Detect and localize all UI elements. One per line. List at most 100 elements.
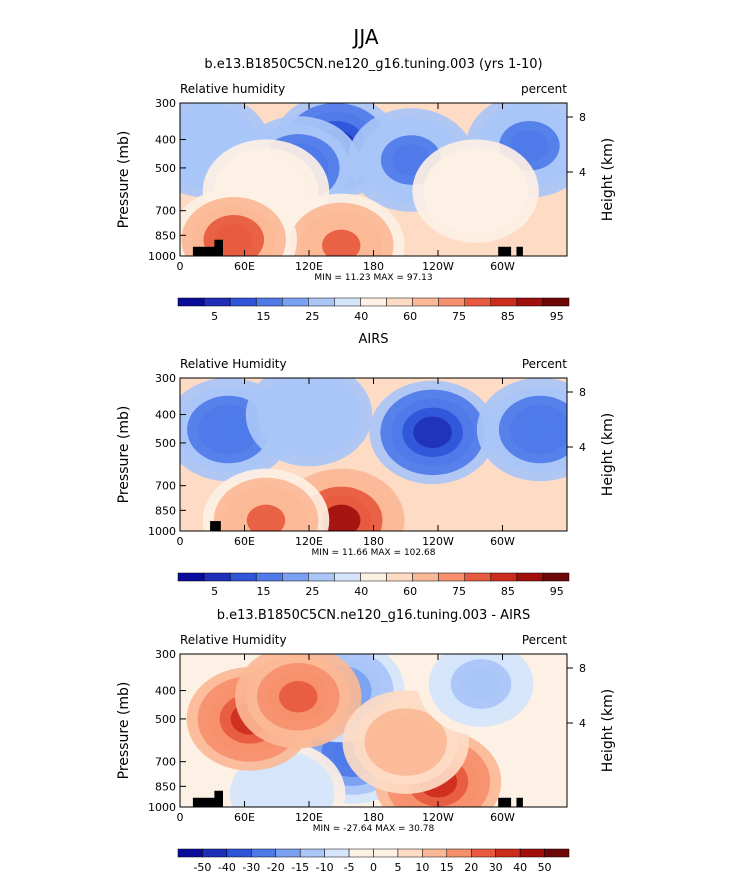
colorbar-label: 25 (305, 310, 319, 323)
contour-region (413, 416, 452, 449)
colorbar-box (203, 297, 231, 307)
contour-region (214, 224, 253, 256)
y-tick-label: 850 (155, 229, 176, 242)
contour-region (279, 681, 318, 713)
colorbar-label: -10 (316, 861, 334, 872)
colorbar-label: 75 (452, 310, 466, 323)
colorbar-box (275, 848, 301, 858)
colorbar-box (226, 848, 252, 858)
x-tick-label: 120E (295, 260, 323, 273)
colorbar-label: 85 (501, 310, 515, 323)
colorbar-label: 40 (354, 310, 368, 323)
colorbar-box (373, 848, 399, 858)
y-tick-label: 700 (155, 480, 176, 493)
colorbar-label: 25 (305, 585, 319, 598)
colorbar-box (412, 297, 439, 307)
colorbar-box (438, 297, 465, 307)
colorbar-box (324, 848, 350, 858)
colorbar-box (464, 572, 492, 582)
colorbar-box (446, 848, 472, 858)
x-tick-label: 60W (490, 535, 515, 548)
height-tick-label: 4 (579, 717, 586, 730)
colorbar-label: 15 (440, 861, 454, 872)
x-tick-label: 180 (363, 535, 384, 548)
colorbar-box (348, 848, 374, 858)
colorbar-box (360, 572, 387, 582)
colorbar-box (202, 848, 228, 858)
y-tick-label: 1000 (148, 525, 176, 538)
colorbar-box (334, 572, 361, 582)
colorbar-label: 5 (211, 585, 218, 598)
colorbar-label: -50 (193, 861, 211, 872)
min-max-label: MIN = 11.66 MAX = 102.68 (312, 548, 436, 558)
min-max-label: MIN = 11.23 MAX = 97.13 (314, 273, 432, 283)
x-tick-label: 120W (422, 535, 454, 548)
colorbar-box (177, 297, 205, 307)
y-tick-label: 400 (155, 134, 176, 147)
colorbar-label: 5 (211, 310, 218, 323)
x-tick-label: 180 (363, 811, 384, 824)
colorbar-label: 20 (464, 861, 478, 872)
contour-region (510, 130, 549, 162)
y-tick-label: 500 (155, 437, 176, 450)
y-tick-label: 850 (155, 504, 176, 517)
colorbar-label: 10 (415, 861, 429, 872)
height-tick-label: 8 (579, 111, 586, 124)
contour-region (520, 413, 560, 446)
colorbar-box (308, 297, 335, 307)
contour-region (322, 229, 361, 256)
y-tick-label: 300 (155, 372, 176, 385)
panel-title: b.e13.B1850C5CN.ne120_g16.tuning.003 (yr… (204, 57, 542, 72)
colorbar-label: 60 (403, 585, 417, 598)
colorbar-box (255, 572, 283, 582)
colorbar-label: 75 (452, 585, 466, 598)
colorbar-label: -20 (267, 861, 285, 872)
figure-title: JJA (351, 25, 378, 49)
colorbar-label: 85 (501, 585, 515, 598)
x-tick-label: 60E (234, 535, 255, 548)
x-tick-label: 60W (490, 260, 515, 273)
x-tick-label: 0 (177, 811, 184, 824)
colorbar-box (386, 572, 413, 582)
colorbar-box (516, 297, 544, 307)
height-tick-label: 8 (579, 386, 586, 399)
x-tick-label: 120W (422, 811, 454, 824)
colorbar-box (229, 297, 257, 307)
y-axis-title: Pressure (mb) (116, 131, 132, 229)
right-string: Percent (522, 357, 567, 371)
x-tick-label: 60W (490, 811, 515, 824)
colorbar-box (471, 848, 496, 858)
colorbar-label: 0 (370, 861, 377, 872)
colorbar-label: 40 (354, 585, 368, 598)
y-axis-title: Pressure (mb) (116, 682, 132, 780)
colorbar-label: 95 (550, 585, 564, 598)
left-string: Relative humidity (180, 82, 285, 96)
panel-1: b.e13.B1850C5CN.ne120_g16.tuning.003 (yr… (116, 57, 616, 323)
colorbar-box (177, 848, 203, 858)
y-axis-title: Pressure (mb) (116, 406, 132, 504)
colorbar-box (542, 572, 570, 582)
colorbar-label: 60 (403, 310, 417, 323)
contour-region (456, 175, 495, 207)
colorbar-box (360, 297, 387, 307)
colorbar-box (516, 572, 544, 582)
x-tick-label: 0 (177, 535, 184, 548)
colorbar-box (282, 572, 309, 582)
x-tick-label: 120E (295, 535, 323, 548)
left-string: Relative Humidity (180, 357, 287, 371)
colorbar-label: 40 (513, 861, 527, 872)
colorbar-label: 30 (489, 861, 503, 872)
x-tick-label: 180 (363, 260, 384, 273)
colorbar-label: 50 (538, 861, 552, 872)
colorbar-label: 95 (550, 310, 564, 323)
contour-region (461, 668, 501, 700)
contour-region (246, 504, 286, 531)
terrain-mask (516, 246, 523, 256)
panel-3: b.e13.B1850C5CN.ne120_g16.tuning.003 - A… (116, 608, 616, 872)
right-axis-title: Height (km) (600, 138, 616, 221)
right-axis-title: Height (km) (600, 413, 616, 496)
contour-region (262, 777, 302, 807)
y-tick-label: 850 (155, 780, 176, 793)
contour-region (289, 398, 329, 431)
colorbar-label: -40 (218, 861, 236, 872)
